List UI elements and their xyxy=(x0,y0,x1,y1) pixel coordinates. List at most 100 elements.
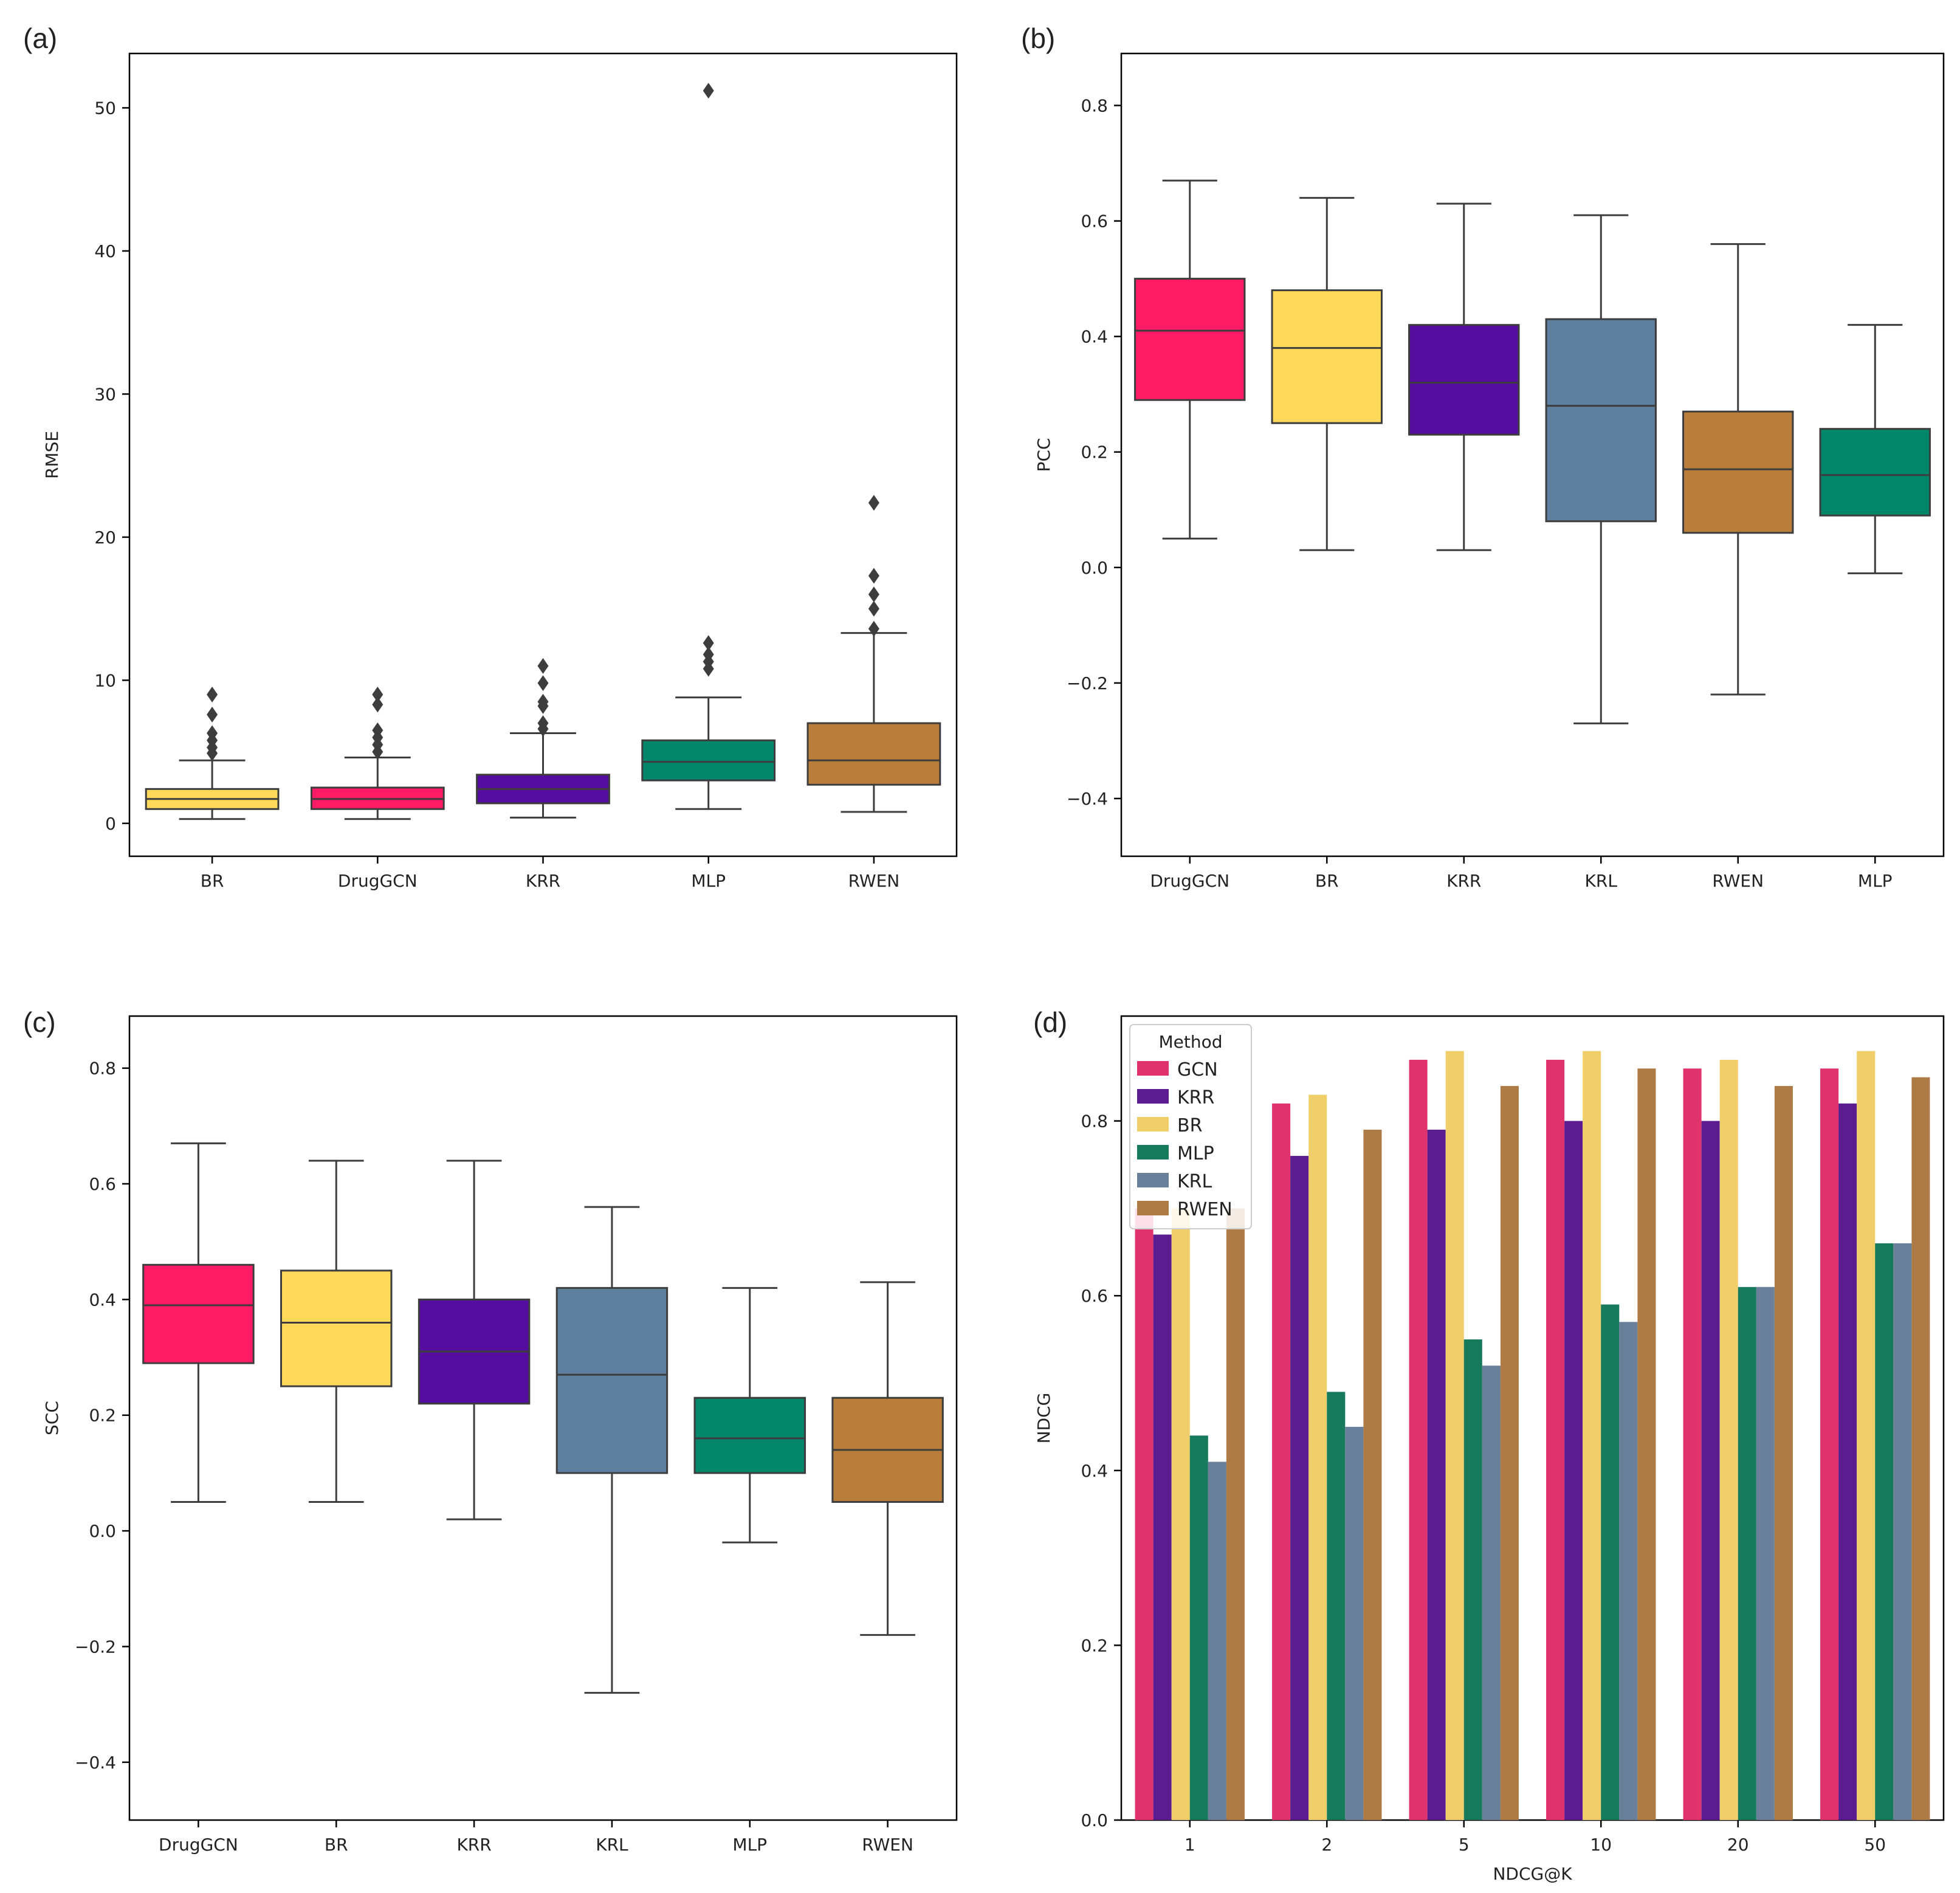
x-tick-label: KRL xyxy=(596,1835,628,1855)
x-tick-label: 50 xyxy=(1864,1835,1886,1855)
axes-d: 0.0 0.2 0.4 0.6 0.8 NDCG NDCG@K 1 2 5 10 20 50 Method… xyxy=(1034,1015,1945,1884)
box-krr xyxy=(476,658,610,819)
box-krr xyxy=(1408,202,1520,551)
bar-mlp-k1 xyxy=(1189,1435,1208,1820)
legend-swatch xyxy=(1137,1201,1169,1215)
bar-rwen-k10 xyxy=(1637,1068,1656,1820)
series-mlp xyxy=(1189,1243,1894,1820)
y-tick-label: 40 xyxy=(94,241,116,261)
bar-krr-k1 xyxy=(1153,1234,1172,1820)
legend-swatch xyxy=(1137,1173,1169,1187)
outlier-point xyxy=(372,722,383,738)
x-tick-label: BR xyxy=(201,871,224,891)
x-axis-label: NDCG@K xyxy=(1493,1864,1572,1884)
box-iqr xyxy=(1134,278,1246,401)
bar-gcn-k50 xyxy=(1820,1068,1839,1820)
y-tick-label: 0.6 xyxy=(89,1174,116,1194)
y-tick-label: 0.0 xyxy=(89,1521,116,1541)
y-tick-label: 0.2 xyxy=(1081,1635,1108,1655)
x-tick-label: DrugGCN xyxy=(159,1835,238,1855)
x-tick-label: 1 xyxy=(1185,1835,1195,1855)
x-tick-label: KRR xyxy=(526,871,560,891)
bar-br-k5 xyxy=(1445,1051,1464,1820)
x-tick-label: MLP xyxy=(732,1835,767,1855)
box-rwen xyxy=(831,1281,944,1636)
y-tick-label: 0.4 xyxy=(1081,327,1108,347)
bar-rwen-k5 xyxy=(1500,1086,1519,1820)
bar-krl-k1 xyxy=(1208,1462,1226,1820)
plot-frame xyxy=(128,1015,958,1821)
legend-label: BR xyxy=(1177,1115,1202,1136)
legend-swatch xyxy=(1137,1061,1169,1076)
bar-krl-k10 xyxy=(1619,1322,1638,1820)
outlier-point xyxy=(537,693,549,710)
outlier-point xyxy=(372,686,383,703)
x-tick-label: KRR xyxy=(1446,871,1481,891)
box-krl xyxy=(555,1206,669,1694)
box-mlp xyxy=(641,83,776,810)
series-krl xyxy=(1208,1243,1912,1820)
legend-swatch xyxy=(1137,1117,1169,1132)
bar-rwen-k50 xyxy=(1911,1077,1930,1820)
box-iqr xyxy=(641,739,776,782)
legend-swatch xyxy=(1137,1089,1169,1104)
y-tick-label: 0.8 xyxy=(89,1059,116,1079)
y-tick-label: 0.8 xyxy=(1081,1111,1108,1132)
x-tick-label: BR xyxy=(1315,871,1339,891)
bar-mlp-k50 xyxy=(1875,1243,1894,1820)
bar-rwen-k2 xyxy=(1363,1129,1382,1820)
bar-br-k1 xyxy=(1171,1208,1190,1820)
bar-br-k20 xyxy=(1719,1059,1738,1820)
legend-label: KRR xyxy=(1177,1087,1214,1108)
y-tick-label: 0.4 xyxy=(89,1290,116,1310)
box-br xyxy=(280,1160,393,1503)
x-tick-label: 2 xyxy=(1321,1835,1332,1855)
y-tick-label: 0.0 xyxy=(1081,1810,1108,1830)
y-tick-label: 0.6 xyxy=(1081,1286,1108,1306)
outlier-point xyxy=(868,586,879,603)
legend-label: RWEN xyxy=(1177,1199,1233,1220)
y-axis-label: PCC xyxy=(1034,438,1054,472)
bar-br-k2 xyxy=(1308,1094,1327,1820)
plot-frame xyxy=(1120,52,1945,857)
x-tick-label: BR xyxy=(325,1835,348,1855)
bar-rwen-k1 xyxy=(1226,1208,1245,1820)
y-tick-label: −0.4 xyxy=(75,1753,116,1773)
x-tick-label: 5 xyxy=(1459,1835,1470,1855)
bar-br-k50 xyxy=(1857,1051,1876,1820)
bar-mlp-k5 xyxy=(1463,1339,1482,1820)
box-iqr xyxy=(1271,289,1383,424)
y-tick-label: 0.0 xyxy=(1081,558,1108,578)
y-tick-label: 0.4 xyxy=(1081,1461,1108,1481)
axes-b: −0.4 −0.2 0.0 0.2 0.4 0.6 0.8 PCC DrugGCN BR KRR KR… xyxy=(1034,52,1945,891)
panel-label-d: (d) xyxy=(1033,1006,1068,1038)
y-tick-label: −0.2 xyxy=(75,1637,116,1657)
y-tick-label: −0.4 xyxy=(1067,789,1108,809)
series-br xyxy=(1171,1051,1876,1820)
outlier-point xyxy=(207,725,218,741)
bar-krr-k50 xyxy=(1838,1103,1857,1820)
bar-krl-k2 xyxy=(1345,1426,1364,1820)
box-br xyxy=(1271,197,1383,551)
box-iqr xyxy=(142,1263,255,1364)
bar-mlp-k20 xyxy=(1738,1287,1756,1820)
plot-frame xyxy=(1120,1015,1945,1821)
axes-a: 0 10 20 30 40 50 RMSE BR DrugGCN KRR MLP RWEN xyxy=(42,52,958,891)
box-mlp xyxy=(1819,324,1931,574)
box-iqr xyxy=(555,1287,669,1474)
legend-title: Method xyxy=(1158,1032,1222,1052)
x-tick-label: 10 xyxy=(1590,1835,1612,1855)
bar-krr-k20 xyxy=(1701,1121,1720,1820)
box-krr xyxy=(418,1160,531,1520)
bar-krr-k2 xyxy=(1290,1156,1309,1820)
outlier-point xyxy=(207,706,218,723)
bar-krl-k5 xyxy=(1482,1366,1501,1820)
box-iqr xyxy=(280,1269,393,1387)
bar-rwen-k20 xyxy=(1774,1086,1793,1820)
box-iqr xyxy=(1408,324,1520,436)
y-axis-label: NDCG xyxy=(1034,1393,1054,1444)
legend-label: KRL xyxy=(1177,1171,1212,1192)
panel-label-a: (a) xyxy=(23,22,58,54)
x-tick-label: RWEN xyxy=(1712,871,1764,891)
